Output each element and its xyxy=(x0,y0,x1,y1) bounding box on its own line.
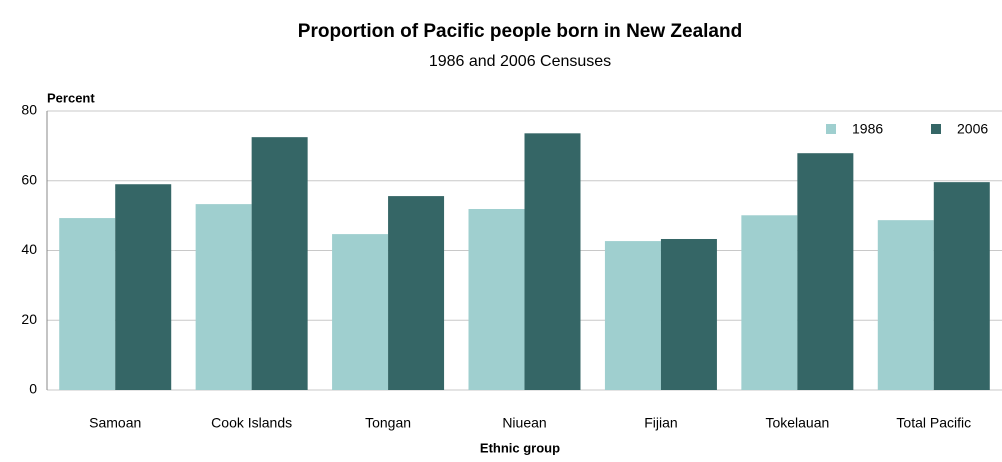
bar xyxy=(524,133,581,390)
chart-subtitle: 1986 and 2006 Censuses xyxy=(429,53,611,70)
x-axis-label: Ethnic group xyxy=(480,440,560,455)
y-tick-label: 80 xyxy=(21,102,37,118)
bar xyxy=(332,234,389,390)
bar xyxy=(251,137,308,390)
bar xyxy=(660,238,717,390)
bar xyxy=(468,208,525,390)
x-tick-label: Fijian xyxy=(644,415,677,431)
legend-label: 1986 xyxy=(852,121,883,137)
y-tick-label: 40 xyxy=(21,241,37,257)
bar xyxy=(59,218,116,390)
x-tick-label: Niuean xyxy=(502,415,546,431)
y-axis-label: Percent xyxy=(47,90,95,105)
y-tick-label: 0 xyxy=(29,381,37,397)
legend-swatch xyxy=(826,124,836,134)
x-tick-label: Samoan xyxy=(89,415,141,431)
bar xyxy=(877,220,934,390)
x-tick-label: Cook Islands xyxy=(211,415,292,431)
x-tick-label: Tokelauan xyxy=(765,415,829,431)
x-tick-label: Tongan xyxy=(365,415,411,431)
chart-title: Proportion of Pacific people born in New… xyxy=(298,21,742,42)
bar xyxy=(933,182,990,390)
y-tick-label: 60 xyxy=(21,171,37,187)
bar xyxy=(741,215,798,390)
bar xyxy=(195,204,252,390)
bar xyxy=(115,184,172,390)
bar xyxy=(797,153,854,390)
legend-swatch xyxy=(931,124,941,134)
bar xyxy=(388,196,445,390)
x-tick-label: Total Pacific xyxy=(896,415,971,431)
y-tick-label: 20 xyxy=(21,311,37,327)
legend-label: 2006 xyxy=(957,121,988,137)
bar xyxy=(604,241,661,390)
